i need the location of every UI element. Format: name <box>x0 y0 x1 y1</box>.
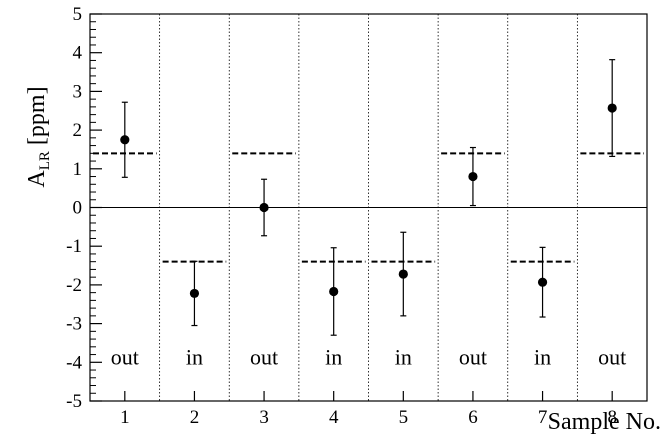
x-tick-label: 2 <box>190 407 200 428</box>
data-point <box>537 277 548 287</box>
region-labels: out in out in in out in out <box>111 344 627 369</box>
data-point <box>607 103 617 113</box>
y-tick-label: 2 <box>73 120 83 141</box>
region-label: out <box>459 344 487 369</box>
y-tick-label: -2 <box>66 275 82 296</box>
y-axis-label-main: A <box>24 170 50 188</box>
y-axis-ticks: -5 -4 -3 -2 -1 0 1 2 3 4 5 <box>66 4 102 412</box>
region-label: in <box>395 344 412 369</box>
y-tick-label: 5 <box>73 4 83 25</box>
x-tick-label: 5 <box>399 407 409 428</box>
data-point <box>259 202 269 213</box>
y-tick-label: -1 <box>66 236 82 257</box>
y-tick-label: 0 <box>73 198 83 219</box>
region-label: in <box>534 344 551 369</box>
data-point <box>468 171 478 182</box>
x-tick-label: 1 <box>120 407 130 428</box>
y-tick-label: 1 <box>73 159 83 180</box>
y-axis-label: ALR [ppm] <box>24 86 53 187</box>
y-tick-label: -5 <box>66 391 82 412</box>
y-tick-label: -4 <box>66 352 82 373</box>
region-label: in <box>325 344 342 369</box>
data-points <box>120 103 617 299</box>
region-label: out <box>250 344 278 369</box>
x-tick-label: 4 <box>329 407 339 428</box>
region-label: in <box>186 344 203 369</box>
region-label: out <box>598 344 626 369</box>
y-tick-label: 4 <box>73 43 83 64</box>
y-tick-label: 3 <box>73 81 83 102</box>
y-axis-label-subscript: LR <box>37 151 53 170</box>
x-tick-label: 6 <box>468 407 478 428</box>
x-axis-ticks: 1 2 3 4 5 6 7 8 <box>120 391 617 428</box>
x-tick-label: 8 <box>607 407 617 428</box>
y-tick-label: -3 <box>66 314 82 335</box>
data-point <box>189 288 200 299</box>
region-label: out <box>111 344 139 369</box>
data-point <box>329 286 339 297</box>
x-tick-label: 3 <box>259 407 269 428</box>
data-point <box>398 269 408 279</box>
data-point <box>120 135 130 145</box>
x-axis-label: Sample No. <box>548 409 661 435</box>
y-axis-label-unit: [ppm] <box>24 86 50 151</box>
x-tick-label: 7 <box>538 407 548 428</box>
